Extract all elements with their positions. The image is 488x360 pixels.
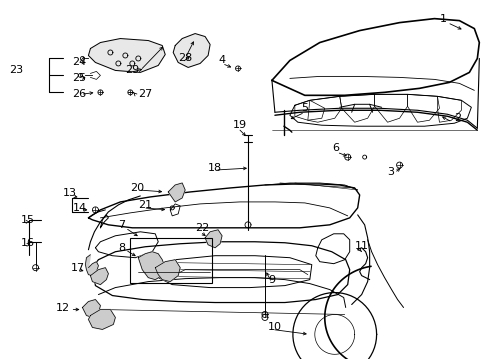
Text: 15: 15 (20, 215, 35, 225)
Text: 22: 22 (195, 223, 209, 233)
Text: 3: 3 (387, 167, 394, 177)
Text: 1: 1 (439, 14, 446, 24)
Bar (130, 238, 212, 283)
Polygon shape (88, 310, 115, 329)
Text: 18: 18 (208, 163, 222, 173)
Text: 27: 27 (138, 89, 152, 99)
Polygon shape (138, 252, 165, 280)
Text: 20: 20 (130, 183, 144, 193)
Text: 24: 24 (72, 58, 86, 67)
Text: 29: 29 (125, 66, 139, 76)
Text: 2: 2 (453, 113, 461, 123)
Text: 23: 23 (9, 66, 23, 76)
Text: 14: 14 (72, 203, 86, 213)
Polygon shape (82, 300, 100, 318)
Text: 10: 10 (267, 323, 282, 332)
Text: 25: 25 (72, 73, 86, 84)
Text: 4: 4 (218, 55, 225, 66)
Text: 16: 16 (20, 238, 35, 248)
Text: 5: 5 (300, 103, 307, 113)
Polygon shape (173, 33, 210, 67)
Text: 6: 6 (332, 143, 339, 153)
Text: 12: 12 (56, 302, 69, 312)
Text: 19: 19 (233, 120, 246, 130)
Text: 28: 28 (178, 54, 192, 63)
Text: 13: 13 (62, 188, 76, 198)
Polygon shape (90, 268, 108, 285)
Text: 8: 8 (118, 243, 125, 253)
Polygon shape (155, 260, 180, 282)
Polygon shape (168, 183, 185, 202)
Text: 17: 17 (70, 263, 84, 273)
Text: 11: 11 (354, 241, 368, 251)
Polygon shape (204, 230, 222, 248)
Polygon shape (85, 255, 98, 276)
Text: 26: 26 (72, 89, 86, 99)
Text: 7: 7 (118, 220, 125, 230)
Text: 9: 9 (267, 275, 274, 285)
Polygon shape (88, 39, 165, 72)
Text: 21: 21 (138, 200, 152, 210)
